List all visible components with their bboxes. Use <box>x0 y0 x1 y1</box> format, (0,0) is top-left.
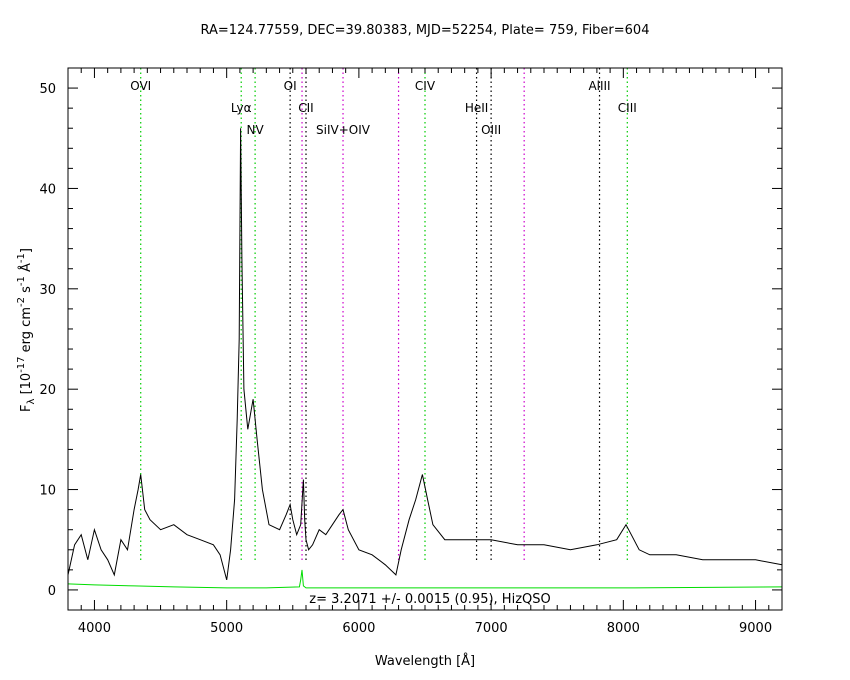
marker-label-9: HeII <box>465 101 488 115</box>
marker-label-10: OIII <box>481 123 501 137</box>
x-axis: 4000 5000 6000 7000 8000 9000 <box>67 68 783 636</box>
marker-label-12: AlIII <box>588 79 610 93</box>
y-label-part4: Å <box>18 263 34 276</box>
y-label-exp1: -17 <box>16 356 27 372</box>
y-label-part5: ] <box>19 248 34 253</box>
redshift-annotation: z= 3.2071 +/- 0.0015 (0.95), HizQSO <box>309 592 550 607</box>
x-tick-label-5: 9000 <box>739 621 772 636</box>
x-tick-label-3: 7000 <box>475 621 508 636</box>
y-label-part1: [10 <box>19 373 34 399</box>
y-axis-label: Fλ [10-17 erg cm-2 s-1 Å-1] <box>16 248 37 412</box>
y-tick-label-5: 50 <box>39 82 56 97</box>
marker-label-1: Lyα <box>231 101 252 115</box>
marker-label-0: OVI <box>130 79 151 93</box>
y-label-part2: erg cm <box>19 307 34 356</box>
y-label-exp4: -1 <box>16 253 27 263</box>
chart-title: RA=124.77559, DEC=39.80383, MJD=52254, P… <box>201 23 650 38</box>
marker-label-8: CIV <box>415 79 436 93</box>
y-label-sub: λ <box>26 398 37 404</box>
x-tick-label-2: 6000 <box>342 621 375 636</box>
marker-label-6: SiIV+OIV <box>316 123 371 137</box>
series-error <box>67 569 783 589</box>
marker-label-2: NV <box>247 123 265 137</box>
marker-label-3: OI <box>284 79 297 93</box>
y-tick-label-3: 30 <box>39 283 56 298</box>
y-tick-label-2: 20 <box>39 383 56 398</box>
y-tick-label-1: 10 <box>39 484 56 499</box>
y-axis: 0 10 20 30 40 50 <box>39 67 782 611</box>
y-tick-label-0: 0 <box>48 584 56 599</box>
marker-label-4: CII <box>298 101 313 115</box>
y-label-part3: s <box>19 286 34 297</box>
y-label-exp3: -1 <box>16 276 27 286</box>
y-label-exp2: -2 <box>16 297 27 307</box>
y-label-main: F <box>19 404 34 411</box>
series-spectrum <box>67 128 783 581</box>
x-tick-label-0: 4000 <box>78 621 111 636</box>
y-tick-label-4: 40 <box>39 182 56 197</box>
x-tick-label-1: 5000 <box>210 621 243 636</box>
marker-label-13: CIII <box>618 101 637 115</box>
x-tick-label-4: 8000 <box>607 621 640 636</box>
data-series <box>67 128 783 589</box>
x-axis-label: Wavelength [Å] <box>375 653 475 669</box>
